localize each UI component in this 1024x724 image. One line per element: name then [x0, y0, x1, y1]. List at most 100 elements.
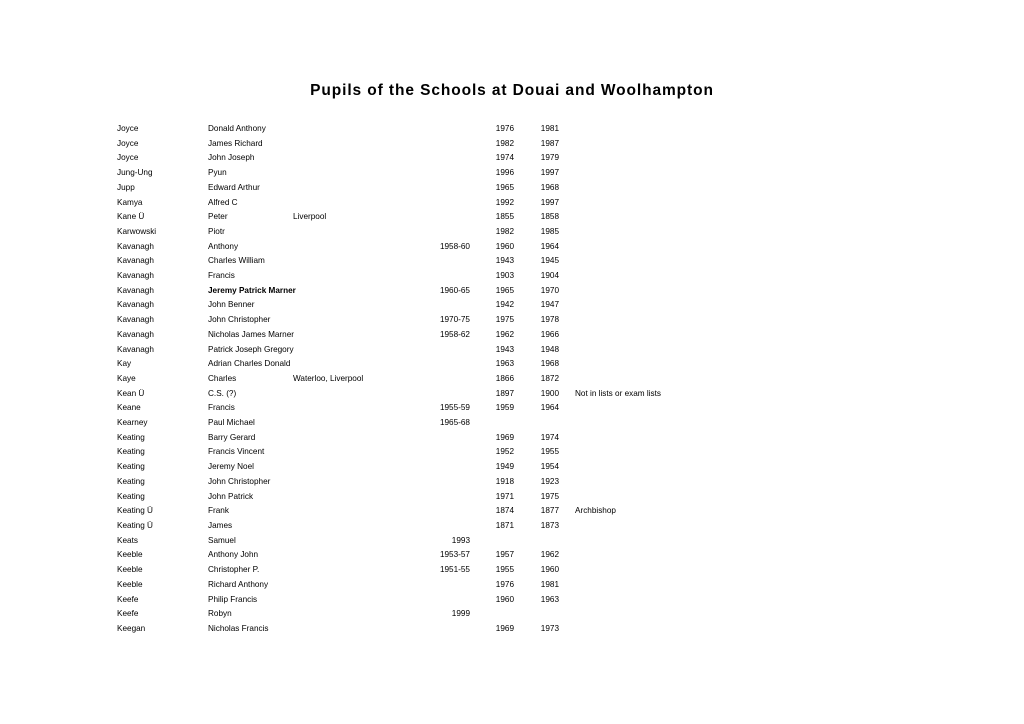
- cell-place: [293, 445, 403, 460]
- cell-year-from: 1918: [495, 476, 514, 486]
- cell-surname: Joyce: [117, 124, 139, 133]
- cell-place: [293, 313, 403, 328]
- cell-forenames: Donald Anthony: [208, 124, 266, 133]
- table-row: Keating Francis Vincent 1952 1955: [117, 445, 775, 460]
- cell-year-range: 1965-68: [439, 418, 470, 428]
- cell-note: [561, 548, 775, 563]
- pupils-table-body: Joyce Donald Anthony 1976 1981 Joyce James Ri…: [117, 122, 775, 637]
- cell-year-range: [403, 343, 472, 358]
- cell-year-from: 1874: [495, 506, 514, 516]
- cell-place: [293, 622, 403, 637]
- cell-surname: Kay: [117, 359, 132, 369]
- cell-forenames: Barry Gerard: [208, 432, 256, 442]
- table-row: Joyce John Joseph 1974 1979: [117, 151, 775, 166]
- cell-year-to: 1975: [540, 491, 559, 501]
- cell-place: [293, 490, 403, 505]
- cell-year-to: 1964: [540, 403, 559, 413]
- cell-forenames: Edward Arthur: [208, 182, 260, 192]
- table-row: Keefe Robyn 1999: [117, 607, 775, 622]
- cell-year-range: [403, 196, 472, 211]
- cell-year-to: 1923: [540, 476, 559, 486]
- cell-year-to: 1872: [540, 373, 559, 383]
- cell-year-to: 1987: [540, 138, 559, 148]
- table-row: Keating John Patrick 1971 1975: [117, 490, 775, 505]
- cell-year-to: 1966: [540, 329, 559, 339]
- cell-place: [293, 284, 403, 299]
- cell-forenames: Frank: [208, 506, 229, 516]
- cell-surname: Keats: [117, 535, 138, 545]
- cell-year-from: 1976: [495, 579, 514, 589]
- cell-year-range: 1958-62: [439, 329, 470, 339]
- cell-note: [561, 445, 775, 460]
- cell-year-from: [472, 607, 516, 622]
- cell-note: [561, 622, 775, 637]
- cell-surname: Kavanagh: [117, 315, 154, 325]
- cell-surname: Kavanagh: [117, 241, 154, 251]
- cell-year-from: 1982: [495, 138, 514, 148]
- cell-year-to: 1981: [540, 579, 559, 589]
- cell-place: [293, 401, 403, 416]
- cell-place: [293, 475, 403, 490]
- cell-year-range: [403, 298, 472, 313]
- table-row: Kay Adrian Charles Donald 1963 1968: [117, 357, 775, 372]
- cell-note: [561, 284, 775, 299]
- cell-year-range: [403, 122, 472, 137]
- cell-year-from: 1996: [495, 168, 514, 178]
- cell-note: [561, 490, 775, 505]
- cell-surname: Keating: [117, 476, 145, 486]
- cell-note: [561, 225, 775, 240]
- cell-place: Liverpool: [293, 212, 327, 222]
- table-row: Kane Ü Peter Liverpool 1855 1858: [117, 210, 775, 225]
- cell-note: [561, 593, 775, 608]
- cell-place: [293, 578, 403, 593]
- cell-year-range: [403, 269, 472, 284]
- cell-note: [561, 269, 775, 284]
- cell-place: [293, 534, 403, 549]
- cell-surname: Kavanagh: [117, 329, 154, 339]
- cell-forenames: Samuel: [208, 535, 236, 545]
- cell-year-to: 1978: [540, 315, 559, 325]
- cell-surname: Kavanagh: [117, 344, 154, 354]
- cell-note: [561, 313, 775, 328]
- cell-surname: Kaye: [117, 373, 136, 383]
- cell-year-range: 1953-57: [439, 550, 470, 560]
- cell-place: [293, 387, 403, 402]
- cell-note: [561, 151, 775, 166]
- cell-note: [561, 519, 775, 534]
- table-row: Kavanagh Patrick Joseph Gregory 1943 1948: [117, 343, 775, 358]
- cell-year-from: [472, 416, 516, 431]
- cell-surname: Kavanagh: [117, 285, 154, 295]
- table-row: Jupp Edward Arthur 1965 1968: [117, 181, 775, 196]
- table-row: Kavanagh Nicholas James Marner 1958-62 1962…: [117, 328, 775, 343]
- cell-note: [561, 122, 775, 137]
- cell-year-range: [403, 387, 472, 402]
- cell-year-from: 1943: [495, 344, 514, 354]
- cell-year-to: 1904: [540, 271, 559, 281]
- cell-place: [293, 137, 403, 152]
- cell-place: Waterloo, Liverpool: [293, 373, 364, 383]
- cell-note: [561, 196, 775, 211]
- cell-place: [293, 122, 403, 137]
- table-row: Keating John Christopher 1918 1923: [117, 475, 775, 490]
- cell-year-from: 1971: [495, 491, 514, 501]
- cell-forenames: Patrick Joseph Gregory: [208, 344, 294, 354]
- cell-year-to: 1945: [540, 256, 559, 266]
- cell-year-range: 1999: [451, 609, 470, 619]
- cell-surname: Keating: [117, 462, 145, 472]
- cell-forenames: John Joseph: [208, 153, 255, 163]
- page-title: Pupils of the Schools at Douai and Woolh…: [310, 82, 714, 99]
- cell-year-range: [403, 357, 472, 372]
- cell-forenames: Christopher P.: [208, 565, 260, 575]
- cell-note: [561, 357, 775, 372]
- table-row: Kavanagh Anthony 1958-60 1960 1964: [117, 240, 775, 255]
- table-row: Keating Jeremy Noel 1949 1954: [117, 460, 775, 475]
- cell-year-from: 1957: [495, 550, 514, 560]
- cell-forenames: John Benner: [208, 300, 255, 310]
- cell-year-from: [472, 534, 516, 549]
- cell-forenames: Anthony: [208, 241, 239, 251]
- cell-surname: Joyce: [117, 153, 139, 163]
- table-row: Kaye Charles Waterloo, Liverpool 1866 1872: [117, 372, 775, 387]
- cell-place: [293, 225, 403, 240]
- cell-place: [293, 519, 403, 534]
- cell-year-from: 1969: [495, 432, 514, 442]
